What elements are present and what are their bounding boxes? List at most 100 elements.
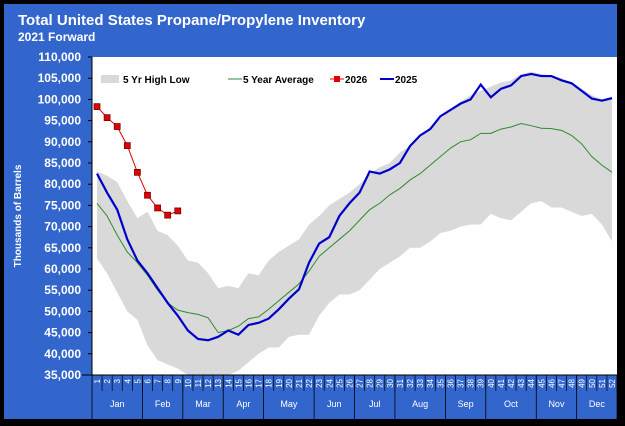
x-tick-label: 21	[295, 378, 304, 387]
x-tick-label: 39	[477, 378, 486, 387]
x-tick-label: 29	[376, 378, 385, 387]
legend-label: 2025	[395, 75, 418, 86]
x-tick-label: 7	[154, 378, 163, 383]
legend-label: 5 Year Average	[243, 75, 314, 86]
month-label: Dec	[589, 399, 606, 409]
band-5yr-high-low	[97, 71, 612, 375]
x-tick-label: 6	[143, 378, 152, 383]
month-label: Mar	[195, 399, 211, 409]
point-2026-w8	[164, 211, 172, 219]
x-tick-label: 12	[204, 378, 213, 387]
y-tick-label: 90,000	[44, 135, 81, 149]
x-tick-label: 26	[345, 378, 354, 387]
y-tick-label: 100,000	[38, 92, 82, 106]
legend-swatch-band	[101, 75, 119, 83]
month-label: Jul	[369, 399, 381, 409]
x-tick-label: 48	[568, 378, 577, 387]
x-tick-label: 45	[537, 378, 546, 387]
point-2026-w5	[134, 168, 141, 176]
x-tick-label: 17	[255, 378, 264, 387]
point-2026-w7	[154, 204, 161, 212]
x-tick-label: 44	[527, 378, 536, 387]
y-tick-label: 50,000	[44, 304, 81, 318]
chart-title: Total United States Propane/Propylene In…	[18, 12, 366, 29]
point-2026-w3	[113, 123, 121, 130]
x-tick-label: 4	[123, 378, 132, 383]
x-tick-label: 20	[285, 378, 294, 387]
x-tick-label: 28	[366, 378, 375, 387]
y-tick-label: 75,000	[44, 198, 81, 212]
x-tick-label: 27	[356, 378, 365, 387]
month-label: Oct	[504, 399, 519, 409]
x-tick-label: 3	[113, 378, 122, 383]
month-label: Jan	[110, 399, 125, 409]
x-tick-label: 25	[335, 378, 344, 387]
point-2026-w9	[174, 207, 182, 215]
y-tick-label: 40,000	[44, 347, 81, 361]
x-tick-label: 10	[184, 378, 193, 387]
x-tick-label: 47	[558, 378, 567, 387]
x-tick-label: 37	[457, 378, 466, 387]
point-2026-w6	[144, 191, 151, 199]
x-tick-label: 50	[588, 378, 597, 387]
legend-label: 5 Yr High Low	[123, 75, 190, 86]
x-tick-label: 49	[578, 378, 587, 387]
y-tick-label: 70,000	[44, 220, 81, 234]
point-2026-w2	[103, 114, 111, 121]
month-label: Sep	[458, 399, 474, 409]
x-tick-label: 36	[446, 378, 455, 387]
x-tick-label: 22	[305, 378, 314, 387]
y-tick-label: 55,000	[44, 283, 81, 297]
y-tick-label: 95,000	[44, 114, 81, 128]
x-tick-label: 5	[133, 378, 142, 383]
x-tick-label: 32	[406, 378, 415, 387]
y-tick-label: 65,000	[44, 241, 81, 255]
point-2026-w1	[93, 103, 101, 110]
x-tick-label: 16	[244, 378, 253, 387]
x-tick-label: 40	[487, 378, 496, 387]
x-tick-label: 33	[416, 378, 425, 387]
month-label: Aug	[412, 399, 428, 409]
month-label: Feb	[155, 399, 171, 409]
x-tick-label: 34	[426, 378, 435, 387]
y-tick-label: 35,000	[44, 368, 81, 382]
x-tick-label: 42	[507, 378, 516, 387]
x-tick-label: 13	[214, 378, 223, 387]
y-tick-label: 105,000	[38, 71, 82, 85]
x-tick-label: 52	[608, 378, 617, 387]
series-line-5-year-average	[96, 123, 613, 334]
y-tick-label: 45,000	[44, 326, 81, 340]
x-tick-label: 24	[325, 378, 334, 387]
x-tick-label: 43	[517, 378, 526, 387]
month-label: Jun	[327, 399, 342, 409]
x-tick-label: 46	[547, 378, 556, 387]
x-tick-label: 23	[315, 378, 324, 387]
legend-swatch-marker	[334, 76, 340, 82]
x-tick-label: 19	[275, 378, 284, 387]
legend-label: 2026	[345, 75, 368, 86]
x-tick-label: 38	[467, 378, 476, 387]
x-tick-label: 51	[598, 378, 607, 387]
x-tick-label: 8	[164, 378, 173, 383]
series-line-2025	[96, 72, 613, 342]
x-tick-label: 11	[194, 378, 203, 387]
month-label: May	[280, 399, 298, 409]
x-tick-label: 18	[265, 378, 274, 387]
x-tick-label: 14	[224, 378, 233, 387]
x-tick-label: 2	[103, 378, 112, 383]
month-label: Nov	[548, 399, 565, 409]
month-label: Apr	[236, 399, 250, 409]
y-tick-label: 85,000	[44, 156, 81, 170]
x-tick-label: 9	[174, 378, 183, 383]
y-axis-label: Thousands of Barrels	[13, 164, 24, 267]
x-tick-label: 1	[93, 378, 102, 383]
y-tick-label: 80,000	[44, 177, 81, 191]
chart-subtitle: 2021 Forward	[18, 30, 96, 44]
x-tick-label: 15	[234, 378, 243, 387]
x-tick-label: 30	[386, 378, 395, 387]
y-tick-label: 60,000	[44, 262, 81, 276]
point-2026-w4	[123, 142, 131, 149]
x-tick-label: 41	[497, 378, 506, 387]
y-tick-label: 110,000	[38, 50, 81, 64]
